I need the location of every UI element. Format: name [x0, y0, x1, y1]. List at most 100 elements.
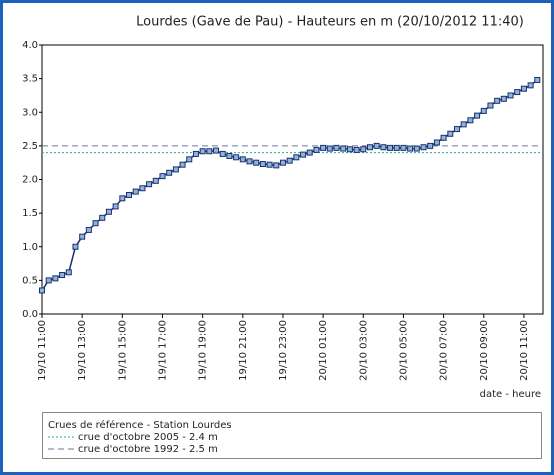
data-point	[186, 156, 193, 163]
data-point	[79, 233, 86, 240]
data-point	[360, 146, 367, 153]
data-point	[366, 144, 373, 151]
data-point	[246, 158, 253, 165]
data-point	[500, 95, 507, 102]
data-point	[400, 144, 407, 151]
data-point	[99, 214, 106, 221]
data-point	[219, 150, 226, 157]
x-tick-label: 19/10 15:00	[117, 320, 128, 381]
data-point	[306, 149, 313, 156]
data-point	[112, 203, 119, 210]
y-tick-label: 3.5	[22, 74, 38, 85]
data-point	[433, 139, 440, 146]
data-point	[45, 277, 52, 284]
data-point	[286, 157, 293, 164]
data-point	[427, 142, 434, 149]
data-point	[447, 130, 454, 137]
data-point	[346, 146, 353, 153]
data-point	[199, 148, 206, 155]
data-point	[213, 147, 220, 154]
data-point	[420, 144, 427, 151]
y-tick-label: 2.5	[22, 141, 38, 152]
data-point	[380, 144, 387, 151]
x-tick-label: 19/10 23:00	[278, 320, 289, 381]
x-tick-label: 19/10 19:00	[198, 320, 209, 381]
data-point	[487, 102, 494, 109]
data-point	[527, 82, 534, 89]
data-point	[119, 195, 126, 202]
x-tick-label: 19/10 11:00	[37, 320, 48, 381]
data-point	[333, 144, 340, 151]
data-point	[233, 154, 240, 161]
y-tick-label: 3.0	[22, 107, 38, 118]
x-tick-label: 20/10 03:00	[358, 320, 369, 381]
data-point	[259, 161, 266, 168]
data-point	[320, 144, 327, 151]
data-point	[65, 269, 72, 276]
data-point	[152, 177, 159, 184]
data-point	[59, 271, 66, 278]
y-tick-label: 1.0	[22, 242, 38, 253]
data-point	[266, 161, 273, 168]
data-point	[534, 76, 541, 83]
data-point	[440, 134, 447, 141]
x-tick-label: 19/10 21:00	[238, 320, 249, 381]
data-point	[139, 185, 146, 192]
data-point	[387, 144, 394, 151]
data-point	[253, 159, 260, 166]
data-point	[85, 226, 92, 233]
data-point	[179, 161, 186, 168]
y-tick-label: 2.0	[22, 175, 38, 186]
chart-title: Lourdes (Gave de Pau) - Hauteurs en m (2…	[136, 15, 524, 30]
x-axis-label: date - heure	[480, 389, 541, 400]
y-tick-label: 0.5	[22, 275, 38, 286]
data-point	[239, 156, 246, 163]
x-tick-label: 20/10 11:00	[519, 320, 530, 381]
legend-label: crue d'octobre 2005 - 2.4 m	[78, 432, 218, 443]
data-point	[407, 145, 414, 152]
y-tick-label: 1.5	[22, 208, 38, 219]
data-point	[192, 150, 199, 157]
legend-title: Crues de référence - Station Lourdes	[48, 419, 232, 431]
plot-area	[41, 44, 544, 315]
data-point	[474, 112, 481, 119]
data-point	[52, 275, 59, 282]
data-point	[300, 151, 307, 158]
data-point	[72, 243, 79, 250]
data-point	[460, 121, 467, 128]
data-point	[520, 85, 527, 92]
data-point	[393, 144, 400, 151]
data-point	[159, 173, 166, 180]
data-point	[353, 146, 360, 153]
data-point	[92, 220, 99, 227]
data-point	[293, 154, 300, 161]
data-point	[206, 148, 213, 155]
data-point	[273, 162, 280, 169]
x-tick-label: 20/10 09:00	[479, 320, 490, 381]
data-point	[105, 208, 112, 215]
data-point	[494, 97, 501, 104]
data-point	[313, 146, 320, 153]
data-point	[413, 145, 420, 152]
x-tick-label: 19/10 13:00	[77, 320, 88, 381]
legend-label: crue d'octobre 1992 - 2.5 m	[78, 444, 218, 455]
legend-box	[42, 412, 542, 459]
data-point	[172, 166, 179, 173]
data-point	[279, 159, 286, 166]
data-point	[326, 145, 333, 152]
data-point	[166, 169, 173, 176]
data-point	[132, 188, 139, 195]
y-tick-label: 0.0	[22, 309, 38, 320]
data-point	[226, 152, 233, 159]
x-tick-label: 20/10 07:00	[439, 320, 450, 381]
data-point	[514, 89, 521, 96]
x-tick-label: 19/10 17:00	[157, 320, 168, 381]
data-point	[480, 107, 487, 114]
data-point	[467, 117, 474, 124]
x-tick-label: 20/10 05:00	[398, 320, 409, 381]
data-point	[453, 126, 460, 133]
data-point	[146, 181, 153, 188]
data-point	[507, 92, 514, 99]
data-point	[39, 287, 45, 294]
